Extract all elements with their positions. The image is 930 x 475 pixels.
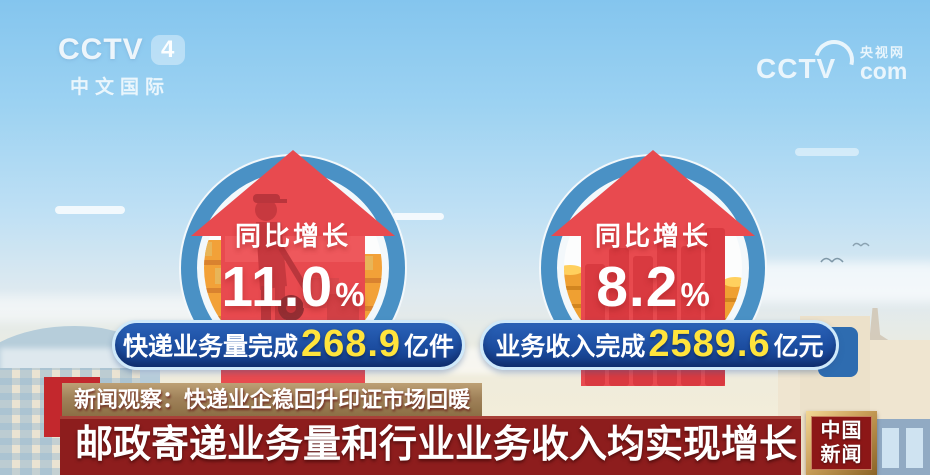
cctv4-subtitle: 中文国际: [70, 77, 171, 98]
stat-banner-revenue: 业务收入完成 2589.6 亿元: [480, 320, 839, 370]
channel-badge-inner: 中国 新闻: [811, 416, 872, 470]
building-right-blue: [874, 419, 930, 475]
growth-value: 8.2%: [523, 254, 783, 320]
banner-value: 2589.6: [648, 322, 771, 365]
building-window: [882, 428, 899, 468]
banner-prefix: 业务收入完成: [495, 333, 646, 361]
cloud: [0, 296, 220, 322]
stat-banner-express-volume: 快递业务量完成 268.9 亿件: [112, 320, 465, 370]
cctvcom-domain: com: [860, 58, 908, 84]
ticker-headline: 邮政寄递业务量和行业业务收入均实现增长: [60, 416, 801, 475]
cctv4-brand: CCTV: [58, 33, 144, 66]
banner-value: 268.9: [300, 322, 402, 365]
channel-badge: 中国 新闻: [806, 411, 877, 475]
growth-value: 11.0%: [163, 254, 423, 320]
cctv4-logo: CCTV 4 中文国际: [58, 33, 185, 99]
building-window: [906, 428, 923, 468]
cctvcom-logo: CCTV 央视网 com: [756, 32, 916, 90]
cctvcom-site-name: 央视网: [860, 45, 906, 60]
banner-suffix: 亿元: [773, 333, 824, 361]
percent-sign: %: [335, 276, 365, 313]
ticker-kicker: 新闻观察：快递业企稳回升印证市场回暖: [62, 383, 483, 416]
badge-line1: 中国: [820, 420, 863, 442]
percent-sign: %: [680, 276, 710, 313]
banner-suffix: 亿件: [404, 333, 455, 361]
cctv4-channel-number: 4: [150, 35, 185, 65]
growth-label: 同比增长: [234, 221, 351, 251]
bird-icon: [820, 257, 844, 263]
cloud: [392, 213, 444, 220]
bird-icon: [852, 242, 870, 247]
badge-line2: 新闻: [820, 444, 863, 466]
growth-number: 11.0: [221, 255, 334, 319]
growth-label: 同比增长: [594, 221, 711, 251]
cloud: [55, 206, 125, 214]
cloud: [795, 148, 859, 156]
growth-number: 8.2: [596, 255, 679, 319]
cctvcom-brand: CCTV: [756, 53, 837, 84]
banner-prefix: 快递业务量完成: [122, 333, 298, 361]
